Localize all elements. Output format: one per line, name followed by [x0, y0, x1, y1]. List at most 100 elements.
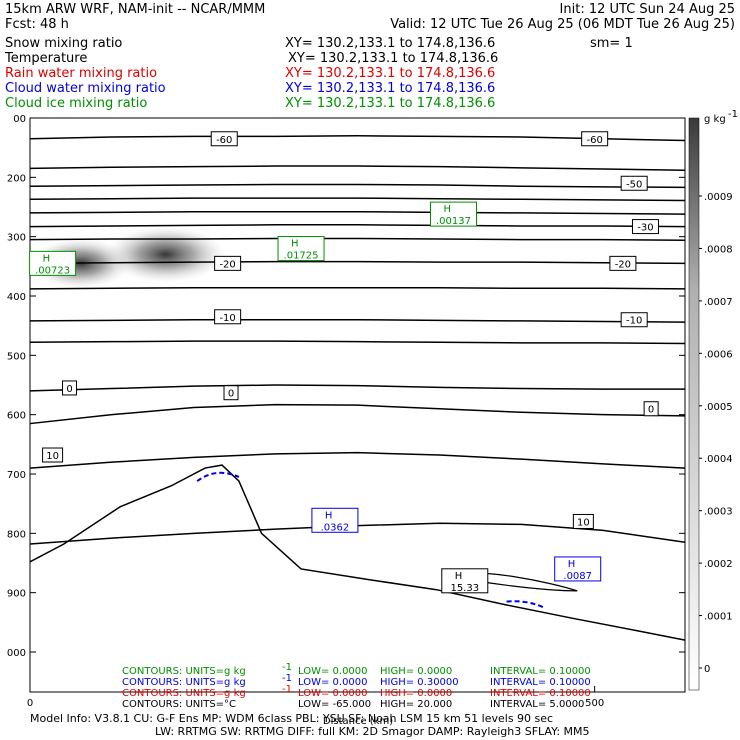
- contour-label-text: 10: [46, 451, 59, 462]
- max-marker-value: .0087: [563, 571, 592, 582]
- colorbar-tick-label: .0004: [704, 454, 733, 465]
- temperature-contour-line: [29, 403, 686, 425]
- contour-info-interval: INTERVAL= 5.0000: [490, 699, 584, 710]
- colorbar-units: g kg: [704, 114, 726, 125]
- max-marker-box: [277, 236, 325, 262]
- temperature-contour-line: [29, 197, 686, 202]
- max-marker-label: H: [325, 510, 333, 521]
- contour-info-high: HIGH= 20.000: [380, 699, 452, 710]
- colorbar: .0009 .0008 .0007 .0006 .0005 .0004 .0003 .0002…: [688, 109, 738, 691]
- contour-label-box: [643, 401, 659, 417]
- colorbar-tick-label: .0001: [704, 612, 733, 623]
- contour-info-exponent: -1: [282, 673, 292, 684]
- colorbar-tick-label: .0008: [704, 244, 733, 255]
- terrain-outline: [29, 464, 686, 641]
- contour-label-box: [214, 255, 242, 271]
- contour-label-box: [631, 219, 659, 235]
- contour-label-text: -20: [615, 259, 631, 270]
- x-tick-label: 0: [27, 698, 33, 709]
- max-marker-value: .01725: [284, 251, 319, 262]
- contour-info-high: HIGH= 0.0000: [380, 666, 452, 677]
- max-marker-value: 15.33: [450, 583, 479, 594]
- contour-info-interval: INTERVAL= 0.10000: [490, 666, 591, 677]
- contour-label-text: -50: [626, 179, 642, 190]
- contour-info-low: LOW= 0.0000: [298, 666, 368, 677]
- field-smoothing: sm= 1: [590, 36, 633, 51]
- contour-label-text: 0: [228, 389, 234, 400]
- temperature-contour-line: [29, 318, 686, 323]
- temperature-contour-line: [29, 135, 686, 142]
- field-name: Snow mixing ratio: [5, 36, 122, 51]
- max-marker-label: H: [455, 571, 463, 582]
- contour-label-box: [620, 175, 648, 191]
- contour-label-text: -10: [219, 313, 235, 324]
- colorbar-tick-label: .0002: [704, 559, 733, 570]
- contour-label-box: [42, 447, 64, 463]
- max-marker-label: H: [43, 253, 51, 264]
- field-name: Temperature: [4, 51, 87, 66]
- temperature-contour-line: [29, 237, 686, 241]
- x-axis: 0 500 Distance (km): [27, 686, 604, 727]
- max-marker-box: [441, 568, 489, 594]
- contour-info-exponent: -1: [282, 662, 292, 673]
- field-name: Cloud ice mixing ratio: [5, 96, 147, 111]
- field-xy: XY= 130.2,133.1 to 174.8,136.6: [288, 51, 498, 66]
- footer: Model Info: V3.8.1 CU: G-F Ens MP: WDM 6…: [30, 712, 590, 738]
- field-name: Rain water mixing ratio: [5, 66, 157, 81]
- contour-label-text: 0: [66, 384, 72, 395]
- contour-info-exponent: -1: [282, 684, 292, 695]
- contour-info-units: CONTOURS: UNITS=g kg: [122, 666, 246, 677]
- field-xy: XY= 130.2,133.1 to 174.8,136.6: [285, 96, 495, 111]
- contour-label-text: -10: [626, 316, 642, 327]
- contour-info-low: LOW= 0.0000: [298, 677, 368, 688]
- header: 15km ARW WRF, NAM-init -- NCAR/MMM Init:…: [4, 2, 735, 111]
- max-marker-box: [29, 250, 77, 276]
- contour-label-text: -20: [219, 259, 235, 270]
- terrain-line: [29, 464, 686, 641]
- colorbar-scale: [688, 117, 700, 691]
- colorbar-tick-label: .0006: [704, 349, 733, 360]
- max-marker-value: .00723: [35, 265, 70, 276]
- y-tick-label: 400: [7, 292, 26, 303]
- temperature-contour-line: [29, 286, 686, 290]
- y-tick-label: 000: [7, 648, 26, 659]
- x-axis-label: Distance (km): [323, 716, 393, 727]
- contour-info-interval: INTERVAL= 0.10000: [490, 688, 591, 699]
- temperature-contour-line: [29, 165, 686, 171]
- contour-label-box: [214, 309, 242, 325]
- max-marker-value: .0362: [321, 522, 350, 533]
- y-tick-label: 500: [7, 351, 26, 362]
- temperature-contour-line: [29, 210, 686, 215]
- contour-info: CONTOURS: UNITS=g kg -1 LOW= 0.0000 HIGH= 0…: [122, 662, 591, 710]
- y-tick-label: 600: [7, 411, 26, 422]
- footer-physics-info: LW: RRTMG SW: RRTMG DIFF: full KM: 2D Sm…: [155, 725, 590, 738]
- field-xy: XY= 130.2,133.1 to 174.8,136.6: [285, 81, 495, 96]
- contour-label-box: [620, 312, 648, 328]
- max-marker-label: H: [568, 559, 576, 570]
- colorbar-tick-label: .0003: [704, 507, 733, 518]
- contour-label-box: [572, 513, 594, 529]
- header-init-time: Init: 12 UTC Sun 24 Aug 25: [560, 2, 735, 17]
- temperature-contour-line: [29, 384, 685, 392]
- contour-info-high: HIGH= 0.30000: [380, 677, 459, 688]
- max-marker-box: [311, 507, 359, 533]
- contour-label-text: 10: [577, 517, 590, 528]
- temperature-contour-line: [29, 340, 686, 345]
- header-model-title: 15km ARW WRF, NAM-init -- NCAR/MMM: [5, 2, 265, 17]
- temperature-contours: [29, 135, 686, 545]
- contour-label-text: -60: [586, 135, 602, 146]
- contour-label-text: -30: [637, 223, 653, 234]
- contour-label-text: 0: [648, 405, 654, 416]
- contour-label-text: -60: [216, 135, 232, 146]
- field-name: Cloud water mixing ratio: [5, 81, 166, 96]
- y-tick-label: 300: [7, 233, 26, 244]
- contour-label-box: [581, 131, 609, 147]
- contour-info-row: CONTOURS: UNITS=g kg -1 LOW= 0.0000 HIGH= 0…: [122, 673, 591, 688]
- contour-info-low: LOW= 0.0000: [298, 688, 368, 699]
- contour-info-high: HIGH= 0.0000: [380, 688, 452, 699]
- snow-shading-blob: [105, 226, 226, 283]
- header-forecast-hour: Fcst: 48 h: [5, 17, 69, 32]
